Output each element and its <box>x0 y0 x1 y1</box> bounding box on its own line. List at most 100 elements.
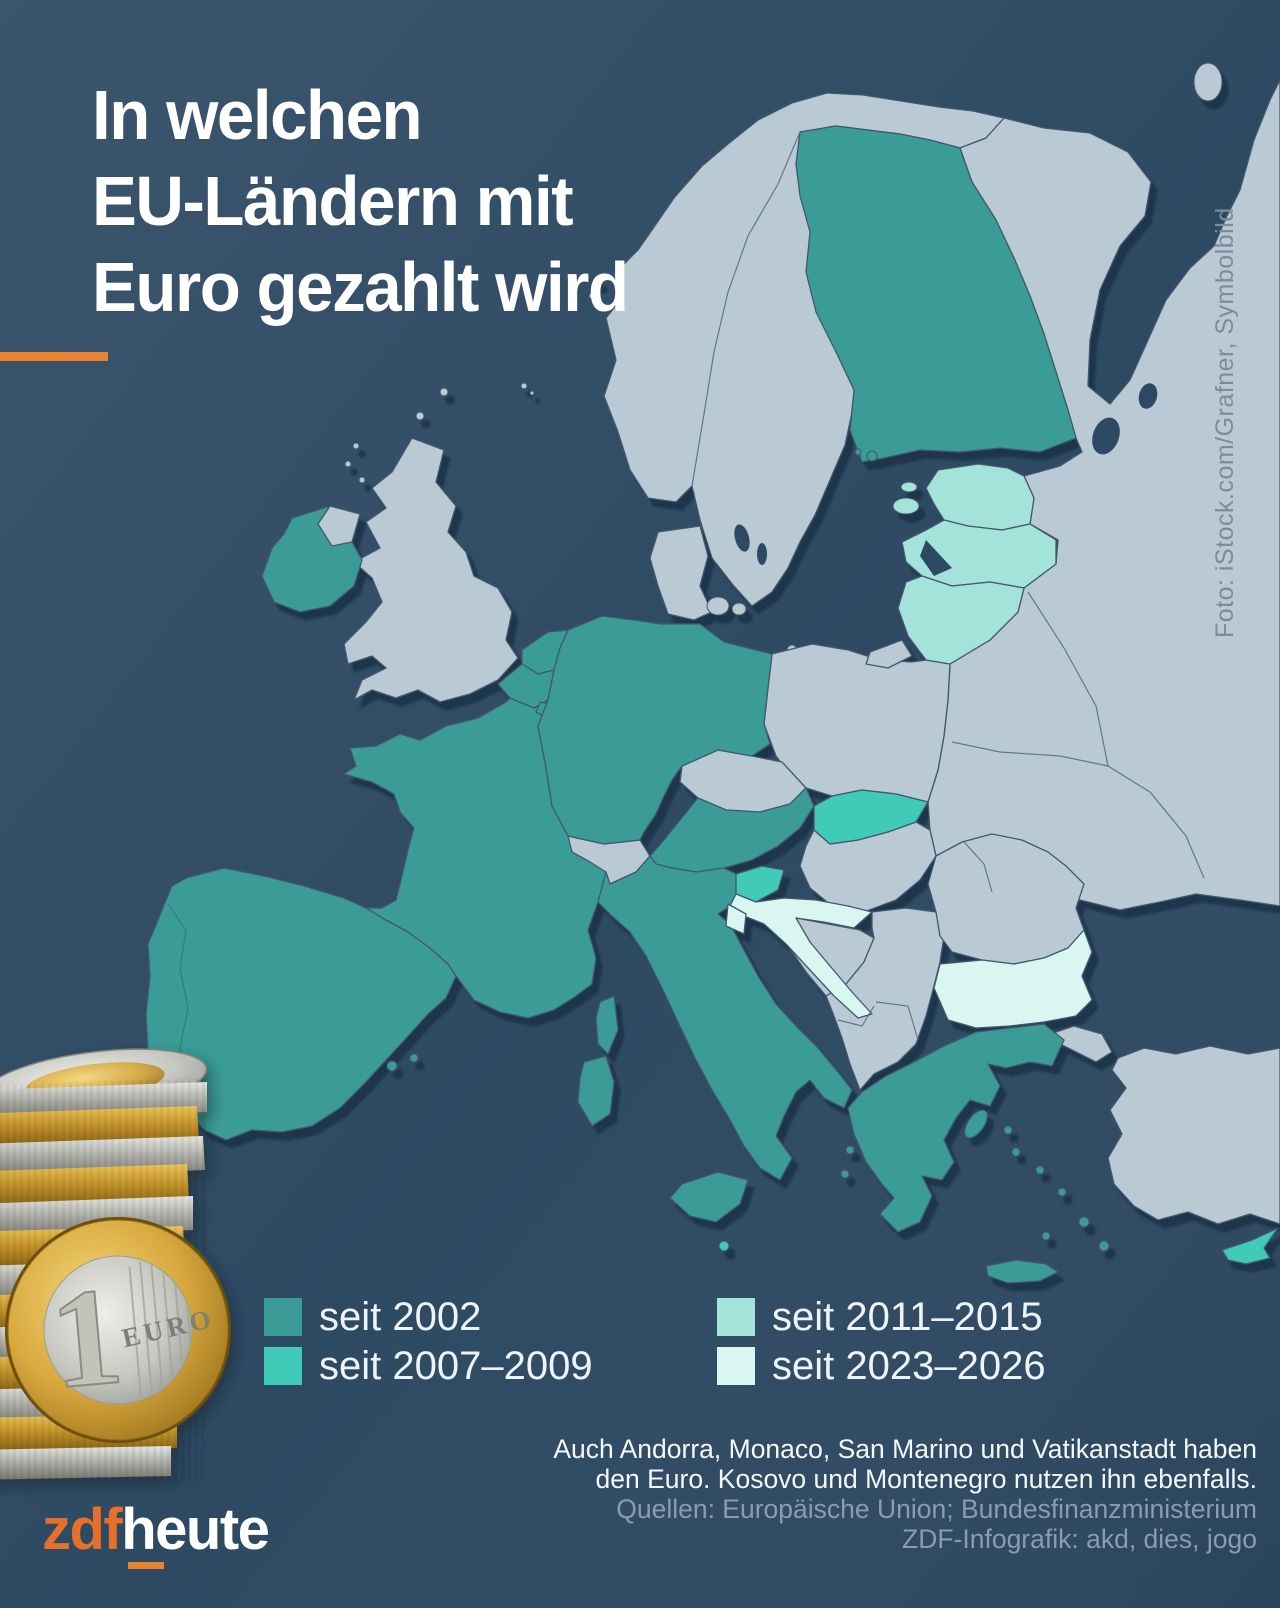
island-arctic <box>1193 62 1223 102</box>
border-kosovo-macedonia <box>875 1001 919 1041</box>
island-zealand <box>706 596 730 616</box>
country-northern-ireland <box>317 505 361 547</box>
country-finland <box>795 125 1077 463</box>
footnote-block: Auch Andorra, Monaco, San Marino und Vat… <box>553 1434 1257 1554</box>
legend-item-2002: seit 2002 <box>264 1297 481 1337</box>
country-italy <box>597 855 853 1181</box>
countries-since-2023 <box>725 893 1093 1029</box>
country-lithuania <box>897 575 1025 665</box>
country-croatia-istria <box>725 903 747 935</box>
island-aegean <box>1003 1125 1013 1135</box>
logo-zdf: zdf <box>42 1497 123 1562</box>
island-euboea <box>964 1109 988 1139</box>
island-aegean <box>1078 1216 1090 1228</box>
legend-item-2023: seit 2023–2026 <box>717 1346 1046 1386</box>
country-kaliningrad <box>865 639 913 669</box>
lake-vattern <box>757 543 767 565</box>
country-denmark <box>649 525 713 621</box>
legend-item-2011: seit 2011–2015 <box>717 1297 1043 1337</box>
inner-borders <box>167 131 1205 1111</box>
credits-line: ZDF-Infografik: akd, dies, jogo <box>902 1524 1257 1554</box>
country-cyprus <box>1221 1227 1279 1265</box>
coin-stack: 1 EURO <box>0 1048 231 1482</box>
border-russia-ukraine <box>1107 765 1205 879</box>
border-belarus-ukraine <box>951 741 1109 767</box>
island-hebrides <box>358 476 366 484</box>
border-norway-sweden <box>691 131 801 487</box>
legend-label-2011: seit 2011–2015 <box>772 1295 1043 1339</box>
border-russia-belarus <box>1027 591 1109 767</box>
countries-since-2002 <box>141 125 1110 1284</box>
title-line: In welchen <box>92 76 423 154</box>
island-hebrides <box>344 460 352 468</box>
island-shetland <box>439 387 449 397</box>
island-aland <box>866 450 878 462</box>
island-ionian <box>845 1145 855 1155</box>
island-lofoten <box>588 292 596 300</box>
island-rhodes <box>1098 1240 1110 1252</box>
country-united-kingdom <box>343 437 519 703</box>
island-crete <box>985 1259 1059 1284</box>
country-greece <box>847 1023 1065 1233</box>
legend-label-2023: seit 2023–2026 <box>772 1344 1046 1388</box>
footnote-line: Auch Andorra, Monaco, San Marino und Vat… <box>553 1434 1257 1464</box>
legend-swatch-2011 <box>717 1298 755 1336</box>
island-lofoten <box>594 278 602 286</box>
logo-heute: heute <box>121 1497 270 1562</box>
legend-swatch-2007 <box>264 1347 302 1385</box>
countries-other <box>343 62 1280 1225</box>
country-turkey <box>1107 1045 1280 1225</box>
island-aegean <box>1011 1147 1021 1157</box>
page-title: In welchen EU-Ländern mit Euro gezahlt w… <box>92 72 629 330</box>
island-menorca <box>409 1053 419 1063</box>
footnote-line: den Euro. Kosovo und Montenegro nutzen i… <box>595 1464 1258 1494</box>
legend-item-2007: seit 2007–2009 <box>264 1346 593 1386</box>
country-bulgaria <box>933 929 1093 1029</box>
photo-credit: Foto: iStock.com/Grafner, Symbolbild <box>1211 207 1239 638</box>
country-germany <box>537 615 773 845</box>
land-patches <box>317 505 913 669</box>
title-accent-bar <box>0 352 108 361</box>
title-line: EU-Ländern mit <box>92 162 574 240</box>
island-hiiumaa <box>900 481 918 493</box>
lake-onega <box>1138 383 1158 409</box>
lake-vanern <box>734 524 750 552</box>
countries-since-2007 <box>718 789 1279 1265</box>
island-corsica <box>595 995 619 1055</box>
island-faroe <box>520 382 528 390</box>
border-montenegro-albania <box>837 1005 875 1027</box>
border-moldova <box>963 841 993 893</box>
legend-label-2007: seit 2007–2009 <box>319 1344 593 1388</box>
island-aegean <box>1035 1165 1045 1175</box>
island-ionian <box>840 1169 850 1179</box>
legend-swatch-2023 <box>717 1347 755 1385</box>
island-orkney <box>415 411 425 421</box>
island-sicily <box>669 1171 749 1223</box>
one-euro-coin: 1 EURO <box>5 1217 231 1443</box>
lakes <box>734 383 1158 576</box>
island-funen <box>731 602 747 616</box>
legend-swatch-2002 <box>264 1298 302 1336</box>
euro-coins-photo: 1 EURO <box>0 1048 231 1482</box>
legend-label-2002: seit 2002 <box>319 1295 482 1339</box>
country-croatia <box>729 893 873 1019</box>
logo-underline <box>128 1562 164 1569</box>
island-hebrides <box>352 442 360 450</box>
island-mallorca <box>386 1060 398 1072</box>
country-malta <box>718 1240 730 1252</box>
sources-line: Quellen: Europäische Union; Bundesfinanz… <box>616 1494 1257 1524</box>
island-faroe <box>529 390 535 396</box>
title-line: Euro gezahlt wird <box>92 248 629 326</box>
island-aegean <box>1041 1231 1051 1241</box>
coin-value: 1 <box>45 1258 128 1419</box>
island-sardinia <box>577 1055 615 1127</box>
zdfheute-logo: zdfheute <box>42 1496 270 1563</box>
lake-ladoga <box>1092 417 1120 455</box>
island-aland <box>854 448 862 456</box>
country-turkey-thrace <box>1043 1025 1113 1063</box>
countries-since-2011 <box>892 463 1057 665</box>
country-slovakia <box>813 789 929 845</box>
island-aegean <box>1057 1187 1067 1197</box>
